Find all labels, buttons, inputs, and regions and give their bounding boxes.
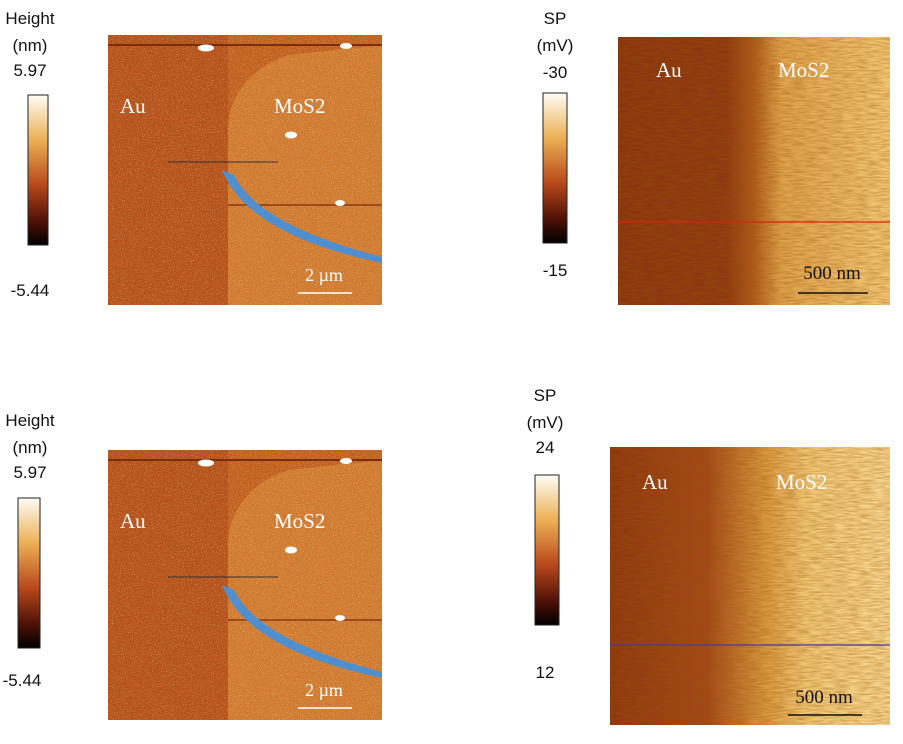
colorbar-label: SP	[544, 9, 567, 28]
colorbar-unit: (nm)	[13, 438, 48, 457]
colorbar-unit: (nm)	[13, 36, 48, 55]
panel: SP (mV) -30 -15 Au MoS2 500 nm	[537, 9, 890, 305]
region-label: MoS2	[778, 58, 829, 82]
colorbar	[534, 474, 560, 626]
colorbar-max: 5.97	[13, 61, 46, 80]
panel: Height (nm) 5.97 -5.44 Au MoS2 2 µm	[3, 411, 382, 720]
colorbar-min: -15	[543, 261, 568, 280]
colorbar-label: Height	[5, 9, 54, 28]
colorbar	[542, 92, 568, 244]
colorbar-unit: (mV)	[527, 413, 564, 432]
region-label: MoS2	[776, 470, 827, 494]
scale-bar-label: 2 µm	[305, 680, 343, 700]
kpfm-image: Au MoS2 500 nm	[610, 447, 890, 725]
colorbar-max: 24	[536, 438, 555, 457]
colorbar-min: 12	[536, 663, 555, 682]
colorbar-unit: (mV)	[537, 36, 574, 55]
colorbar-min: -5.44	[3, 671, 42, 690]
region-label: MoS2	[274, 509, 325, 533]
scale-bar-label: 2 µm	[305, 265, 343, 285]
colorbar-max: -30	[543, 63, 568, 82]
colorbar	[27, 94, 49, 246]
kpfm-image: Au MoS2 500 nm	[618, 37, 890, 305]
colorbar-max: 5.97	[13, 463, 46, 482]
region-label: MoS2	[274, 94, 325, 118]
afm-image: Au MoS2 2 µm	[108, 450, 382, 720]
colorbar-label: Height	[5, 411, 54, 430]
scale-bar-label: 500 nm	[795, 687, 853, 708]
panel: SP (mV) 24 12 Au MoS2 500 nm	[527, 386, 890, 725]
colorbar	[17, 497, 41, 649]
region-label: Au	[120, 509, 146, 533]
region-label: Au	[120, 94, 146, 118]
panel: Height (nm) 5.97 -5.44 Au MoS2 2 µm	[5, 9, 382, 305]
scale-bar-label: 500 nm	[803, 263, 861, 284]
region-label: Au	[656, 58, 682, 82]
colorbar-min: -5.44	[11, 281, 50, 300]
colorbar-label: SP	[534, 386, 557, 405]
afm-image: Au MoS2 2 µm	[108, 35, 382, 305]
region-label: Au	[642, 470, 668, 494]
